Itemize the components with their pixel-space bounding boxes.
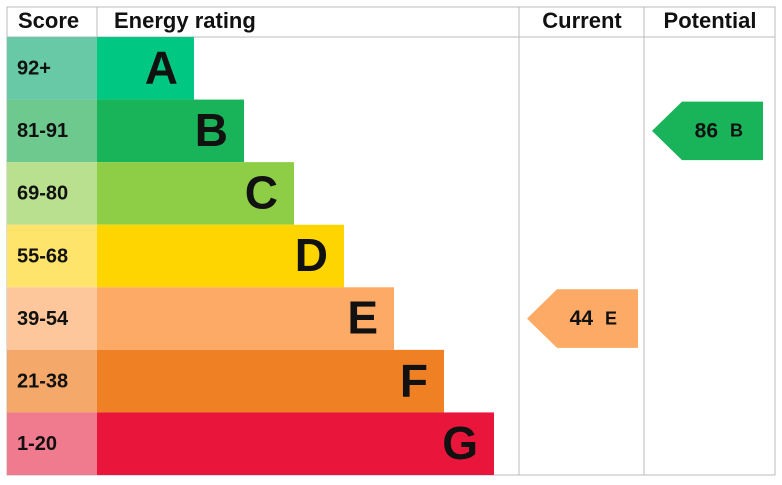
rating-letter: G <box>442 417 478 469</box>
rating-bar <box>97 349 444 413</box>
header-score: Score <box>18 8 79 33</box>
score-cell <box>7 162 97 225</box>
score-cell <box>7 412 97 475</box>
header-rating: Energy rating <box>114 8 256 33</box>
rating-letter: D <box>295 229 328 281</box>
score-range: 39-54 <box>17 308 69 330</box>
current-letter: E <box>605 308 617 328</box>
rating-letter: B <box>195 104 228 156</box>
rating-letter: A <box>145 41 178 93</box>
score-cell <box>7 37 97 100</box>
rating-letter: E <box>347 292 378 344</box>
header-potential: Potential <box>664 8 757 33</box>
score-cell <box>7 349 97 413</box>
rating-bar <box>97 37 194 100</box>
score-cell <box>7 287 97 350</box>
rating-letter: F <box>400 354 428 406</box>
score-cell <box>7 99 97 163</box>
score-range: 1-20 <box>17 433 57 455</box>
rating-bar <box>97 412 494 475</box>
score-range: 55-68 <box>17 245 68 267</box>
current-arrow <box>527 289 638 348</box>
score-range: 69-80 <box>17 183 68 205</box>
rating-bar <box>97 162 294 225</box>
potential-value: 86 <box>695 119 718 142</box>
rating-bar <box>97 287 394 350</box>
score-range: 21-38 <box>17 370 68 392</box>
rating-bar <box>97 224 344 288</box>
score-cell <box>7 224 97 288</box>
current-value: 44 <box>570 307 594 330</box>
rating-letter: C <box>245 167 278 219</box>
score-range: 92+ <box>17 58 51 80</box>
potential-letter: B <box>730 121 743 141</box>
score-range: 81-91 <box>17 120 68 142</box>
rating-bar <box>97 99 244 163</box>
potential-arrow <box>652 101 763 161</box>
header-current: Current <box>542 8 622 33</box>
